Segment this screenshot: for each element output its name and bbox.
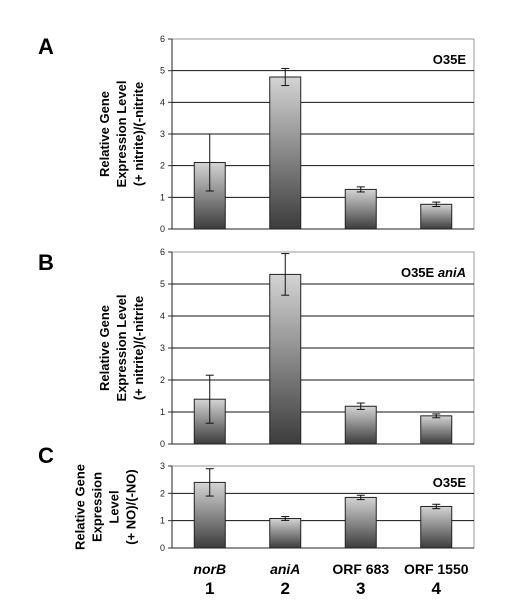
panel-letter: B [38, 250, 54, 275]
x-category-number: 2 [281, 579, 290, 598]
y-axis-label-line: (+ nitrite)/(-nitrite [131, 82, 146, 186]
x-category-label: aniA [270, 561, 300, 577]
strain-label: O35E aniA [401, 265, 466, 280]
y-axis-label-line: Relative Gene [97, 91, 112, 177]
y-tick-label: 5 [160, 66, 165, 76]
bar-2 [269, 273, 302, 445]
y-axis-label-line: Expression [90, 472, 105, 542]
y-tick-label: 0 [160, 543, 165, 553]
strain-name: O35E [433, 475, 467, 490]
y-axis-label-line: Relative Gene [73, 464, 88, 550]
y-tick-label: 1 [160, 192, 165, 202]
chart-panel-a: 0 1 2 3 4 5 6 A O35E Relative Gene Expression Leve… [38, 34, 475, 234]
y-tick-label: 1 [160, 407, 165, 417]
strain-name: O35E [401, 265, 438, 280]
y-tick-label: 1 [160, 516, 165, 526]
y-axis-label-line: (+ NO)/(-NO) [124, 469, 139, 544]
y-tick-label: 0 [160, 439, 165, 449]
bar-3 [344, 405, 377, 445]
y-axis-label-line: Expression Level [114, 81, 129, 188]
y-tick-label: 2 [160, 161, 165, 171]
chart-panel-c: 0 1 2 3 C O35E Relative Gene Expression Level (+ … [38, 443, 475, 553]
x-category-number: 4 [432, 579, 442, 598]
bar-2 [269, 517, 302, 549]
bar-3 [344, 496, 377, 549]
x-category-number: 3 [356, 579, 365, 598]
strain-label: O35E [433, 52, 467, 67]
y-tick-label: 5 [160, 279, 165, 289]
y-tick-label: 0 [160, 224, 165, 234]
y-axis-label-line: Expression Level [114, 295, 129, 402]
chart-panel-b: 0 1 2 3 4 5 6 B O35E aniA Relative Gene Expression… [38, 247, 475, 449]
y-tick-label: 2 [160, 375, 165, 385]
y-tick-label: 4 [160, 97, 165, 107]
y-axis-label: Relative Gene Expression Level (+ NO)/(-NO) [73, 464, 139, 550]
y-axis-label: Relative Gene Expression Level (+ nitrite)… [97, 295, 146, 402]
y-axis-label-line: (+ nitrite)/(-nitrite [131, 296, 146, 400]
strain-label: O35E [433, 475, 467, 490]
bar-4 [420, 203, 453, 230]
y-tick-label: 6 [160, 247, 165, 257]
y-tick-label: 6 [160, 34, 165, 44]
strain-name: O35E [433, 52, 467, 67]
bar-2 [269, 76, 302, 230]
panel-letter: C [38, 443, 54, 468]
y-axis-label-line: Level [107, 490, 122, 523]
y-tick-label: 4 [160, 311, 165, 321]
y-axis-label: Relative Gene Expression Level (+ nitrite)… [97, 81, 146, 188]
bar-4 [420, 505, 453, 549]
bar-4 [420, 415, 453, 445]
y-axis-label-line: Relative Gene [97, 305, 112, 391]
y-tick-label: 3 [160, 343, 165, 353]
panel-letter: A [38, 34, 54, 59]
strain-mutant: aniA [438, 265, 466, 280]
x-axis-labels: norB 1 aniA 2 ORF 683 3 ORF 1550 4 [193, 561, 468, 598]
y-tick-label: 3 [160, 461, 165, 471]
x-category-number: 1 [205, 579, 214, 598]
x-category-label: norB [193, 561, 226, 577]
bar-3 [344, 188, 377, 230]
y-tick-label: 3 [160, 129, 165, 139]
y-tick-label: 2 [160, 488, 165, 498]
x-category-label: ORF 683 [332, 561, 389, 577]
x-category-label: ORF 1550 [404, 561, 469, 577]
